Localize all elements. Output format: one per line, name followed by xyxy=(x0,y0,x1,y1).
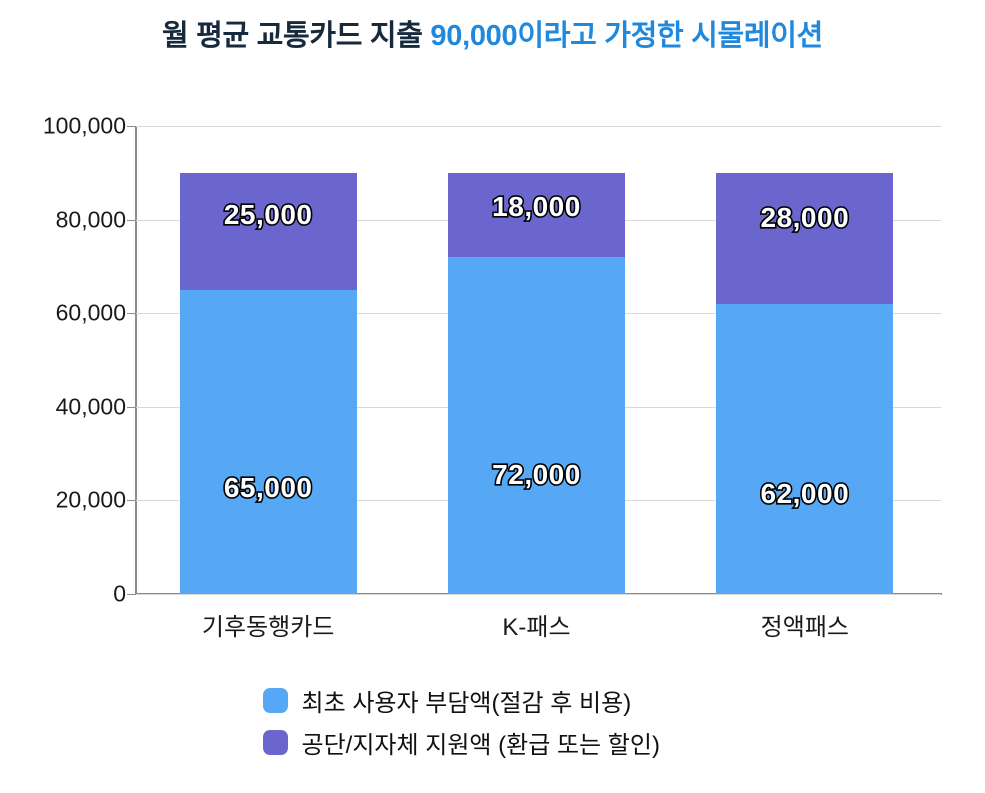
y-axis-tick xyxy=(127,594,136,595)
y-axis-tick xyxy=(127,126,136,127)
x-axis-category-label: 기후동행카드 xyxy=(201,614,335,641)
bar-segment[interactable]: 62,000 xyxy=(716,303,894,594)
bar-value-label: 18,000 xyxy=(491,190,582,224)
y-axis-tick xyxy=(127,313,136,315)
bar-group[interactable]: 72,000 18,000 xyxy=(448,126,625,594)
bar-group[interactable]: 65,000 25,000 xyxy=(179,126,357,594)
bar-segment[interactable]: 18,000 xyxy=(448,172,625,258)
chart-title-blue-part: 90,000이라고 가정한 시물레이션 xyxy=(430,20,824,52)
y-axis-tick xyxy=(127,500,136,502)
chart-title-dark-part: 월 평균 교통카드 지출 xyxy=(161,20,431,52)
bar-value-label: 62,000 xyxy=(759,476,850,510)
y-axis-tick-label: 80,000 xyxy=(55,206,126,233)
bar-value-label: 72,000 xyxy=(491,458,582,492)
y-axis-labels: 0 20,000 40,000 60,000 80,000 100,000 xyxy=(0,0,126,793)
bar-segment[interactable]: 25,000 xyxy=(179,172,357,290)
bar-value-label: 25,000 xyxy=(222,197,313,231)
legend-label: 최초 사용자 부담액(절감 후 비용) xyxy=(301,690,632,717)
gridline xyxy=(136,594,941,595)
y-axis-tick-label: 100,000 xyxy=(42,112,126,139)
bar-value-label: 28,000 xyxy=(759,200,850,234)
chart-title: 월 평균 교통카드 지출 90,000이라고 가정한 시물레이션 xyxy=(0,12,985,54)
bar-group[interactable]: 62,000 28,000 xyxy=(716,126,894,594)
y-axis-tick xyxy=(127,406,136,408)
legend-item[interactable]: 공단/지자체 지원액 (환급 또는 할인) xyxy=(262,725,723,760)
bar-value-label: 65,000 xyxy=(222,471,313,505)
y-axis-tick-label: 0 xyxy=(113,580,126,607)
y-axis-tick-label: 60,000 xyxy=(55,299,126,326)
legend-label: 공단/지자체 지원액 (환급 또는 할인) xyxy=(301,732,660,759)
y-axis-tick-label: 40,000 xyxy=(55,393,126,420)
x-axis-category-label: K-패스 xyxy=(502,614,571,641)
bar-segment[interactable]: 65,000 xyxy=(179,289,357,594)
legend-swatch xyxy=(262,688,288,713)
x-axis-category-label: 정액패스 xyxy=(760,614,849,641)
plot-area: 65,000 25,000 72,000 18,000 62,000 28,000 xyxy=(136,126,941,595)
chart-legend: 최초 사용자 부담액(절감 후 비용) 공단/지자체 지원액 (환급 또는 할인) xyxy=(0,683,985,760)
gridline xyxy=(136,126,941,127)
legend-item[interactable]: 최초 사용자 부담액(절감 후 비용) xyxy=(262,683,723,718)
y-axis-tick xyxy=(127,219,136,221)
y-axis-line xyxy=(135,126,137,595)
y-axis-tick-label: 20,000 xyxy=(55,486,126,513)
bar-segment[interactable]: 72,000 xyxy=(448,257,625,594)
bar-segment[interactable]: 28,000 xyxy=(716,172,894,304)
legend-swatch xyxy=(262,730,288,755)
